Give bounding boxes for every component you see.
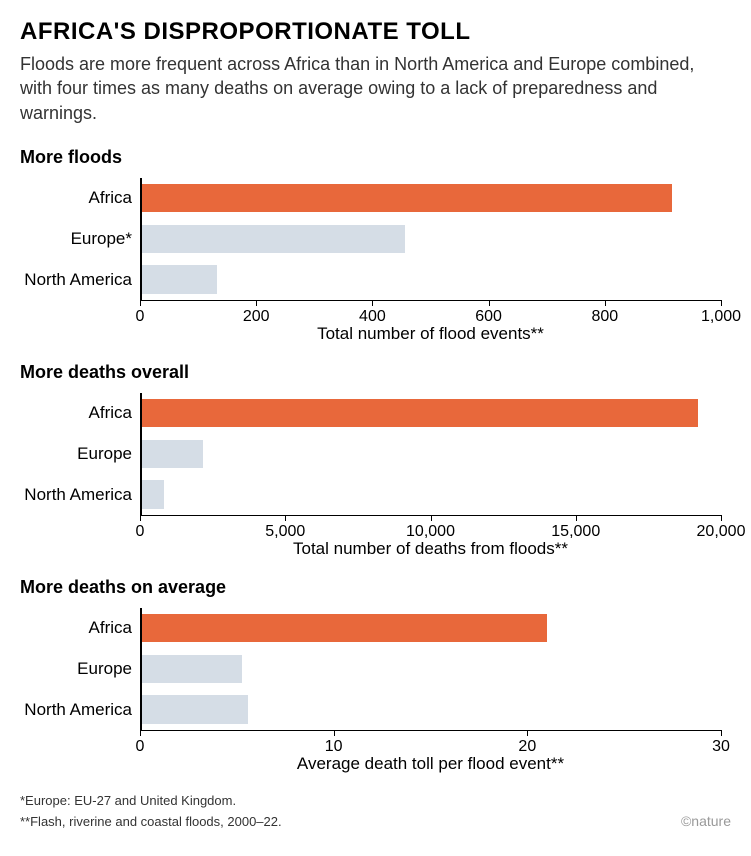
- chart-block: More deaths on average Africa Europe North …: [20, 577, 731, 774]
- bar: [142, 399, 698, 427]
- tick-mark: [256, 300, 257, 306]
- bar: [142, 695, 248, 723]
- bar: [142, 184, 672, 212]
- category-label: Europe*: [20, 230, 132, 247]
- x-axis-title: Total number of flood events**: [140, 324, 721, 344]
- tick-mark: [285, 515, 286, 521]
- tick-mark: [334, 730, 335, 736]
- chart-area: AfricaEurope*North America02004006008001…: [20, 174, 731, 344]
- tick-mark: [140, 730, 141, 736]
- page-subtitle: Floods are more frequent across Africa t…: [20, 52, 731, 125]
- category-label: North America: [20, 486, 132, 503]
- tick-mark: [372, 300, 373, 306]
- chart-block: More deaths overall Africa Europe North Ame…: [20, 362, 731, 559]
- tick-mark: [721, 300, 722, 306]
- x-axis-title: Average death toll per flood event**: [140, 754, 721, 774]
- chart-block: More floodsAfricaEurope*North America020…: [20, 147, 731, 344]
- tick-mark: [140, 515, 141, 521]
- page-title: AFRICA'S DISPROPORTIONATE TOLL: [20, 18, 731, 46]
- chart-title: More floods: [20, 147, 731, 168]
- tick-mark: [576, 515, 577, 521]
- credit: ©nature: [681, 812, 731, 832]
- bar-row: [142, 393, 721, 434]
- bar-row: [142, 178, 721, 219]
- bar: [142, 614, 547, 642]
- category-label: Africa: [20, 189, 132, 206]
- tick-mark: [489, 300, 490, 306]
- bar: [142, 655, 242, 683]
- plot-region: [140, 393, 721, 515]
- category-label: Africa: [20, 619, 132, 636]
- chart-area: AfricaEuropeNorth America0102030Average …: [20, 604, 731, 774]
- footnote-europe: *Europe: EU-27 and United Kingdom.: [20, 792, 731, 810]
- bar: [142, 265, 217, 293]
- bar-row: [142, 434, 721, 475]
- footnotes: *Europe: EU-27 and United Kingdom. **Fla…: [20, 792, 731, 832]
- category-label: North America: [20, 271, 132, 288]
- plot-region: [140, 608, 721, 730]
- bar-row: [142, 219, 721, 260]
- x-axis-title: Total number of deaths from floods**: [140, 539, 721, 559]
- bar-row: [142, 608, 721, 649]
- charts-container: More floodsAfricaEurope*North America020…: [20, 147, 731, 774]
- chart-title: More deaths on average: [20, 577, 731, 598]
- bar: [142, 440, 203, 468]
- tick-mark: [721, 730, 722, 736]
- tick-mark: [140, 300, 141, 306]
- bar-row: [142, 474, 721, 515]
- category-label: Europe: [20, 660, 132, 677]
- tick-mark: [431, 515, 432, 521]
- plot-region: [140, 178, 721, 300]
- category-label: North America: [20, 701, 132, 718]
- footnote-floods: **Flash, riverine and coastal floods, 20…: [20, 813, 282, 831]
- bar-row: [142, 649, 721, 690]
- bar: [142, 480, 164, 508]
- bar-row: [142, 689, 721, 730]
- tick-mark: [721, 515, 722, 521]
- chart-title: More deaths overall: [20, 362, 731, 383]
- bar: [142, 225, 405, 253]
- category-label: Africa: [20, 404, 132, 421]
- tick-mark: [605, 300, 606, 306]
- bar-row: [142, 259, 721, 300]
- tick-mark: [527, 730, 528, 736]
- chart-area: AfricaEuropeNorth America05,00010,00015,…: [20, 389, 731, 559]
- category-label: Europe: [20, 445, 132, 462]
